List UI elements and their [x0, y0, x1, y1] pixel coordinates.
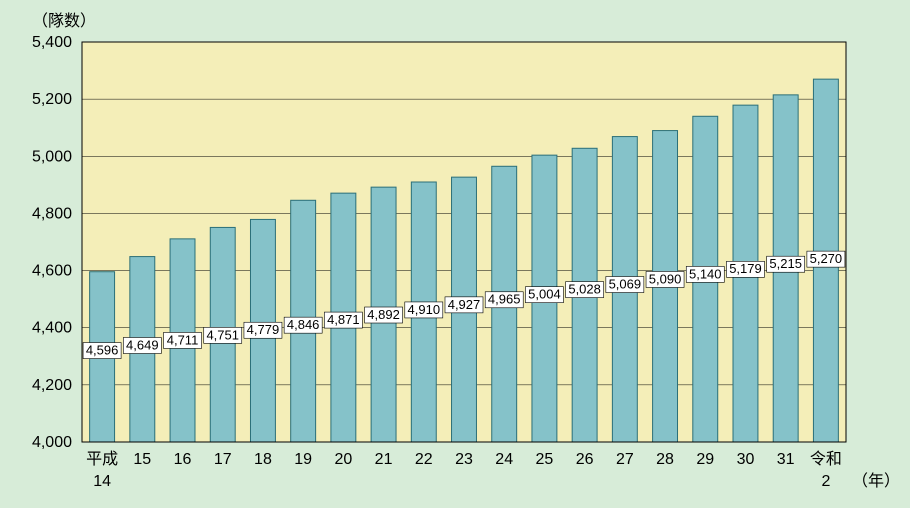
y-tick-label: 5,000: [32, 148, 72, 165]
x-tick-label: 令和: [810, 450, 842, 468]
value-label: 4,892: [367, 307, 400, 322]
value-label: 4,846: [287, 317, 320, 332]
value-label: 4,927: [448, 297, 481, 312]
x-tick-label: 30: [737, 451, 755, 468]
y-axis-title: （隊数）: [32, 12, 96, 30]
x-tick-label: 24: [495, 451, 513, 468]
value-label: 4,871: [327, 312, 360, 327]
x-tick-label: 14: [93, 473, 111, 490]
y-tick-label: 5,400: [32, 34, 72, 51]
value-label: 5,179: [729, 261, 762, 276]
x-axis-unit: （年）: [852, 472, 900, 490]
x-tick-label: 23: [455, 451, 473, 468]
y-tick-label: 5,200: [32, 91, 72, 108]
x-tick-label: 19: [294, 451, 312, 468]
bar-chart: 4,000 4,200 4,400 4,600 4,800 5,000 5,200 5,400…: [0, 0, 910, 508]
x-tick-label: 22: [415, 451, 433, 468]
value-label: 5,140: [689, 266, 722, 281]
x-tick-label: 20: [334, 451, 352, 468]
y-tick-label: 4,000: [32, 434, 72, 451]
value-label: 5,069: [609, 276, 642, 291]
x-tick-label: 平成: [86, 450, 118, 468]
x-tick-label: 18: [254, 451, 272, 468]
value-label: 5,004: [528, 287, 561, 302]
value-label: 4,965: [488, 292, 521, 307]
x-tick-label: 15: [133, 451, 151, 468]
value-label: 4,596: [86, 343, 119, 358]
x-tick-label: 17: [214, 451, 232, 468]
value-label: 4,751: [206, 327, 239, 342]
value-label: 4,711: [167, 332, 199, 347]
value-label: 5,215: [769, 256, 802, 271]
value-label: 4,910: [408, 302, 441, 317]
y-tick-label: 4,800: [32, 205, 72, 222]
x-tick-label: 16: [174, 451, 192, 468]
y-tick-label: 4,400: [32, 320, 72, 337]
x-tick-label: 25: [536, 451, 554, 468]
value-label: 5,090: [649, 271, 682, 286]
x-tick-label: 28: [656, 451, 674, 468]
x-tick-label: 29: [696, 451, 714, 468]
y-tick-label: 4,200: [32, 377, 72, 394]
value-label: 4,779: [247, 322, 280, 337]
chart-container: 4,000 4,200 4,400 4,600 4,800 5,000 5,200 5,400…: [0, 0, 910, 508]
y-tick-label: 4,600: [32, 263, 72, 280]
value-label: 5,028: [568, 282, 601, 297]
value-label: 4,649: [126, 337, 159, 352]
x-tick-label: 27: [616, 451, 634, 468]
x-tick-label: 2: [821, 473, 830, 490]
x-tick-label: 21: [375, 451, 393, 468]
value-label: 5,270: [810, 251, 843, 266]
x-tick-label: 31: [777, 451, 795, 468]
x-tick-label: 26: [576, 451, 594, 468]
